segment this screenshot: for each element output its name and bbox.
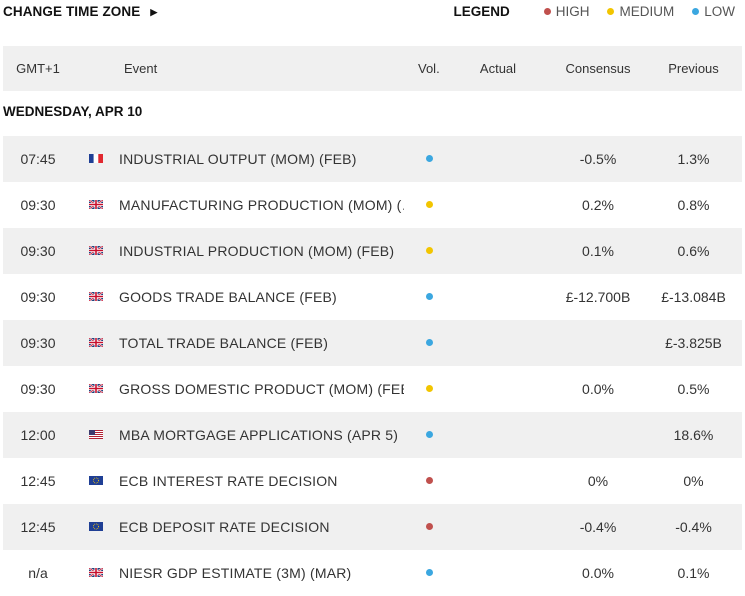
volatility-high-dot-icon	[426, 477, 433, 484]
event-previous: 0.5%	[677, 381, 710, 397]
event-time: 09:30	[20, 289, 56, 305]
eu-flag-icon	[89, 476, 103, 485]
volatility-medium-dot-icon	[426, 247, 433, 254]
event-previous: £-3.825B	[665, 335, 722, 351]
table-row[interactable]: 09:30 INDUSTRIAL PRODUCTION (MOM) (FEB) 0.…	[3, 228, 742, 274]
event-time: 09:30	[20, 197, 56, 213]
event-consensus: 0.0%	[582, 565, 614, 581]
event-consensus: 0.2%	[582, 197, 614, 213]
day-heading: WEDNESDAY, APR 10	[3, 104, 143, 119]
table-row[interactable]: 09:30 TOTAL TRADE BALANCE (FEB) £-3.825B	[3, 320, 742, 366]
volatility-low-dot-icon	[426, 155, 433, 162]
event-previous: 0.6%	[677, 243, 710, 259]
top-bar: CHANGE TIME ZONE ▶ LEGEND HIGH MEDIUM LOW	[0, 0, 745, 40]
event-name[interactable]: NIESR GDP ESTIMATE (3M) (MAR)	[119, 565, 352, 581]
event-previous: 18.6%	[673, 427, 714, 443]
change-time-zone-button[interactable]: CHANGE TIME ZONE ▶	[3, 4, 157, 19]
legend-item-medium: MEDIUM	[607, 4, 674, 19]
table-row[interactable]: 12:45 ECB DEPOSIT RATE DECISION -0.4% -0.4%	[3, 504, 742, 550]
event-consensus: 0%	[587, 473, 609, 489]
event-previous: £-13.084B	[661, 289, 726, 305]
col-header-consensus[interactable]: Consensus	[565, 61, 631, 76]
uk-flag-icon	[89, 292, 103, 301]
table-row[interactable]: 07:45 INDUSTRIAL OUTPUT (MOM) (FEB) -0.5% 1…	[3, 136, 742, 182]
event-previous: 1.3%	[677, 151, 710, 167]
uk-flag-icon	[89, 384, 103, 393]
table-row[interactable]: n/a NIESR GDP ESTIMATE (3M) (MAR) 0.0% 0.1%	[3, 550, 742, 596]
event-consensus: £-12.700B	[565, 289, 631, 305]
uk-flag-icon	[89, 200, 103, 209]
event-consensus: -0.5%	[579, 151, 617, 167]
volatility-medium-dot-icon	[426, 385, 433, 392]
legend: LEGEND HIGH MEDIUM LOW	[453, 4, 735, 19]
event-name[interactable]: MANUFACTURING PRODUCTION (MOM) (…	[119, 197, 404, 213]
uk-flag-icon	[89, 568, 103, 577]
fr-flag-icon	[89, 154, 103, 163]
event-name[interactable]: GROSS DOMESTIC PRODUCT (MOM) (FEB)	[119, 381, 404, 397]
event-time: n/a	[28, 565, 48, 581]
event-name[interactable]: INDUSTRIAL OUTPUT (MOM) (FEB)	[119, 151, 357, 167]
legend-medium-label: MEDIUM	[619, 4, 675, 19]
event-time: 12:45	[20, 473, 56, 489]
col-header-time[interactable]: GMT+1	[16, 61, 60, 76]
low-dot-icon	[692, 8, 700, 15]
event-consensus: 0.0%	[582, 381, 614, 397]
event-time: 09:30	[20, 381, 56, 397]
event-time: 09:30	[20, 243, 56, 259]
legend-low-label: LOW	[704, 4, 735, 19]
event-name[interactable]: GOODS TRADE BALANCE (FEB)	[119, 289, 337, 305]
col-header-actual[interactable]: Actual	[479, 61, 517, 76]
volatility-medium-dot-icon	[426, 201, 433, 208]
table-row[interactable]: 09:30 GROSS DOMESTIC PRODUCT (MOM) (FEB) 0…	[3, 366, 742, 412]
legend-high-label: HIGH	[555, 4, 590, 19]
high-dot-icon	[543, 8, 551, 15]
table-header: GMT+1 Event Vol. Actual Consensus Previo…	[3, 46, 742, 91]
events-table: 07:45 INDUSTRIAL OUTPUT (MOM) (FEB) -0.5% 1…	[3, 136, 742, 596]
volatility-low-dot-icon	[426, 339, 433, 346]
uk-flag-icon	[89, 246, 103, 255]
change-time-zone-label: CHANGE TIME ZONE	[3, 4, 141, 19]
event-time: 12:45	[20, 519, 56, 535]
event-previous: -0.4%	[675, 519, 712, 535]
uk-flag-icon	[89, 338, 103, 347]
table-row[interactable]: 09:30 MANUFACTURING PRODUCTION (MOM) (… 0.…	[3, 182, 742, 228]
event-name[interactable]: ECB INTEREST RATE DECISION	[119, 473, 338, 489]
volatility-low-dot-icon	[426, 293, 433, 300]
event-name[interactable]: INDUSTRIAL PRODUCTION (MOM) (FEB)	[119, 243, 395, 259]
event-name[interactable]: TOTAL TRADE BALANCE (FEB)	[119, 335, 329, 351]
volatility-high-dot-icon	[426, 523, 433, 530]
eu-flag-icon	[89, 522, 103, 531]
event-consensus: -0.4%	[579, 519, 617, 535]
event-consensus: 0.1%	[582, 243, 614, 259]
table-row[interactable]: 09:30 GOODS TRADE BALANCE (FEB) £-12.700B £…	[3, 274, 742, 320]
legend-item-high: HIGH	[543, 4, 590, 19]
event-name[interactable]: ECB DEPOSIT RATE DECISION	[119, 519, 330, 535]
col-header-event[interactable]: Event	[124, 61, 158, 76]
legend-title: LEGEND	[453, 4, 510, 19]
col-header-previous[interactable]: Previous	[668, 61, 719, 76]
event-previous: 0%	[683, 473, 704, 489]
us-flag-icon	[89, 430, 103, 439]
event-previous: 0.8%	[677, 197, 710, 213]
table-row[interactable]: 12:00 MBA MORTGAGE APPLICATIONS (APR 5) 18…	[3, 412, 742, 458]
volatility-low-dot-icon	[426, 431, 433, 438]
volatility-low-dot-icon	[426, 569, 433, 576]
play-arrow-icon: ▶	[150, 7, 158, 17]
event-previous: 0.1%	[677, 565, 710, 581]
table-row[interactable]: 12:45 ECB INTEREST RATE DECISION 0% 0%	[3, 458, 742, 504]
event-time: 09:30	[20, 335, 56, 351]
event-time: 12:00	[20, 427, 56, 443]
event-name[interactable]: MBA MORTGAGE APPLICATIONS (APR 5)	[119, 427, 399, 443]
medium-dot-icon	[607, 8, 615, 15]
legend-item-low: LOW	[692, 4, 735, 19]
event-time: 07:45	[20, 151, 56, 167]
col-header-vol[interactable]: Vol.	[418, 61, 440, 76]
